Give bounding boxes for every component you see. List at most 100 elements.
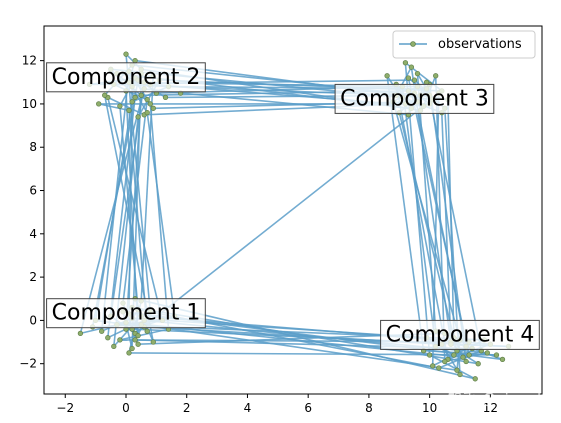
series-segment: [107, 97, 164, 321]
data-point: [123, 51, 129, 57]
data-point: [451, 352, 457, 358]
data-point: [405, 75, 412, 81]
data-point: [132, 337, 138, 343]
component-label-text: Component 2: [52, 65, 201, 90]
x-tick-label: 8: [365, 401, 373, 415]
series-segment: [134, 105, 425, 335]
data-point: [144, 328, 150, 334]
x-tick-label: 10: [422, 401, 437, 415]
y-tick-label: 2: [29, 270, 37, 284]
data-point: [77, 330, 84, 337]
component-label: Component 2: [46, 62, 206, 93]
series-segment: [425, 82, 483, 351]
component-labels: Component 1 Component 2 Component 3 Compone…: [46, 62, 540, 350]
data-point: [96, 101, 102, 107]
data-point: [442, 358, 448, 365]
series-segment: [386, 75, 425, 351]
data-point: [460, 354, 466, 360]
x-axis: −2 0 2 4 6 8 10 12: [56, 394, 498, 415]
series-segment: [434, 75, 446, 362]
data-point: [132, 57, 138, 64]
x-tick-label: 4: [244, 401, 252, 415]
data-point: [475, 361, 481, 367]
y-tick-label: 0: [29, 313, 37, 327]
data-point: [463, 358, 469, 365]
series-segment: [98, 103, 130, 112]
data-point: [102, 92, 108, 98]
data-point: [132, 94, 138, 101]
component-label-box: [46, 62, 206, 93]
y-tick-label: 10: [22, 97, 37, 111]
data-point: [138, 92, 144, 98]
plot-frame: [43, 25, 543, 395]
series-segment: [91, 79, 139, 328]
series-segment: [110, 82, 145, 317]
legend-marker: [410, 41, 416, 47]
legend-box: [392, 30, 536, 59]
data-point: [144, 96, 150, 103]
y-tick-label: 4: [29, 227, 37, 241]
component-label-text: Component 3: [340, 86, 489, 111]
data-point: [430, 363, 436, 369]
y-axis: −2 0 2 4 6 8 10 12: [19, 54, 44, 371]
legend: observations: [392, 30, 536, 59]
x-tick-label: 2: [183, 401, 191, 415]
data-point: [411, 77, 418, 83]
data-point: [126, 350, 132, 356]
data-point: [408, 64, 415, 70]
series-segment: [395, 84, 449, 360]
component-label: Component 3: [334, 83, 495, 114]
x-tick-label: 6: [304, 401, 312, 415]
data-point: [484, 350, 490, 356]
data-point: [436, 365, 442, 371]
component-label-box: [380, 319, 540, 350]
y-tick-label: 6: [29, 184, 37, 198]
data-point: [493, 352, 500, 358]
x-tick-label: 0: [122, 401, 130, 415]
data-point: [135, 114, 141, 120]
series-segment: [122, 99, 148, 304]
data-point: [426, 352, 433, 358]
x-tick-label: −2: [56, 401, 74, 415]
data-point: [135, 332, 141, 339]
component-label-box: [334, 83, 495, 114]
data-point: [162, 94, 169, 101]
series-segment: [107, 97, 136, 338]
data-point: [117, 337, 123, 343]
y-tick-label: 12: [22, 54, 37, 68]
data-point: [466, 352, 472, 358]
series-segment: [128, 110, 148, 332]
data-point: [499, 356, 506, 363]
data-point: [144, 109, 150, 116]
data-point: [126, 107, 132, 114]
series-segment: [146, 112, 176, 317]
component-label-text: Component 4: [386, 322, 535, 347]
component-label: Component 1: [46, 298, 206, 329]
data-point: [105, 335, 111, 341]
series-segment: [429, 354, 476, 380]
component-label-box: [46, 298, 206, 329]
y-tick-label: −2: [19, 357, 37, 371]
data-point: [150, 105, 156, 111]
series-segment: [407, 77, 470, 356]
data-point: [117, 103, 123, 109]
data-point: [129, 345, 135, 352]
series-segment: [141, 323, 458, 371]
data-point: [454, 367, 460, 373]
data-point: [402, 60, 409, 66]
component-label: Component 4: [380, 319, 540, 350]
series-segment: [444, 352, 488, 363]
y-tick-label: 8: [29, 140, 37, 154]
data-point: [457, 371, 463, 378]
data-point: [111, 343, 117, 350]
series-segment: [416, 73, 437, 332]
series-segment: [392, 101, 461, 341]
data-point: [135, 341, 141, 347]
series-segment: [79, 88, 145, 334]
series-segment: [149, 103, 170, 330]
series-segment: [401, 86, 437, 347]
legend-entry-observations: observations: [438, 37, 522, 52]
data-point: [150, 339, 156, 345]
component-label-text: Component 1: [52, 301, 201, 326]
